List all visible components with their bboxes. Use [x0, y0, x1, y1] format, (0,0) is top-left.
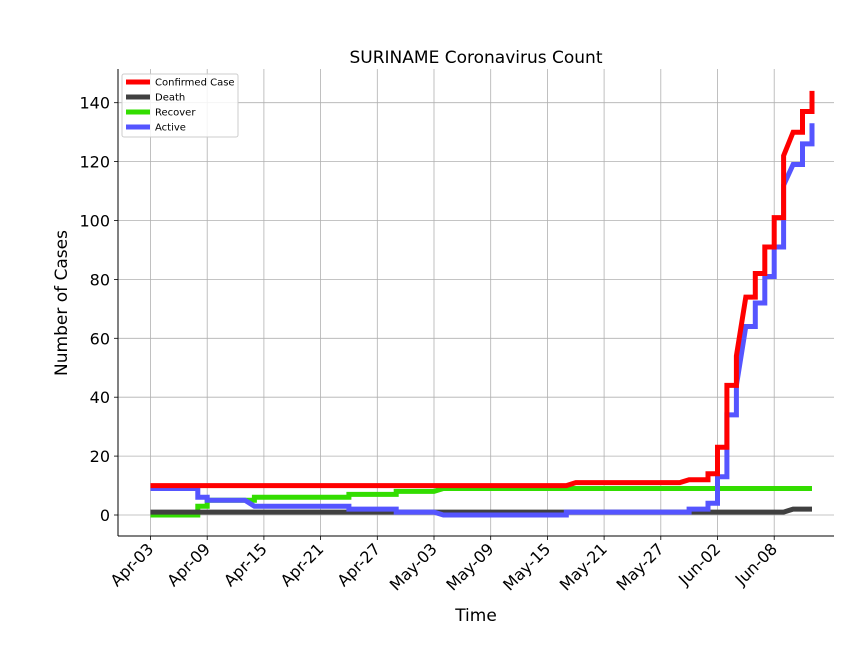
x-tick-label: Apr-21 [277, 539, 328, 590]
legend-label: Death [155, 93, 185, 104]
x-tick-label: Apr-09 [163, 539, 214, 590]
x-tick-label: Apr-15 [220, 539, 271, 590]
series-line-recover [150, 486, 812, 518]
y-tick-label: 40 [90, 388, 110, 407]
y-tick-label: 0 [100, 506, 110, 525]
y-axis-title: Number of Cases [52, 230, 72, 376]
legend-frame [121, 73, 239, 138]
legend-label: Confirmed Case [155, 78, 235, 89]
x-tick-label: Jun-08 [731, 539, 781, 589]
legend-label: Recover [155, 108, 196, 119]
y-tick-label: 60 [90, 329, 110, 348]
x-tick-label: May-27 [613, 539, 668, 594]
y-axis-ticks: 0 20 40 60 80 100 120 140 [79, 94, 118, 525]
x-tick-label: May-03 [386, 539, 441, 594]
y-tick-label: 20 [90, 447, 110, 466]
x-axis-ticks: Apr-03 Apr-09 Apr-15 Apr-21 Apr-27 May-03 May-… [107, 536, 781, 595]
series-lines [150, 90, 815, 518]
series-line-death [150, 506, 812, 515]
x-tick-label: May-21 [556, 539, 611, 594]
legend: Confirmed Case Death Recover Active [121, 73, 239, 138]
x-axis-title: Time [454, 606, 497, 626]
series-line-active [150, 123, 815, 518]
x-tick-label: Jun-02 [674, 539, 724, 589]
y-tick-label: 80 [90, 270, 110, 289]
y-tick-label: 100 [79, 212, 110, 231]
y-tick-label: 140 [79, 94, 110, 113]
y-tick-label: 120 [79, 153, 110, 172]
series-line-confirmed-case [150, 90, 815, 489]
x-tick-label: Apr-27 [333, 539, 384, 590]
x-tick-label: May-15 [499, 539, 554, 594]
legend-label: Active [155, 123, 186, 134]
x-tick-label: May-09 [442, 539, 497, 594]
axes [117, 69, 834, 537]
x-tick-label: Apr-03 [107, 539, 158, 590]
chart-title: SURINAME Coronavirus Count [350, 48, 603, 68]
